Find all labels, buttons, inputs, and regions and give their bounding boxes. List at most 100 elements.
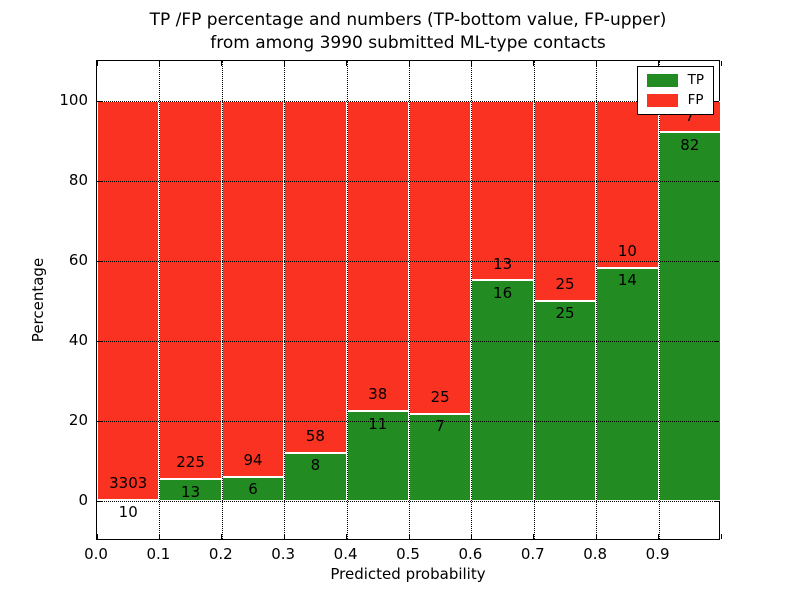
fp-count-label: 25	[430, 387, 450, 406]
x-tick-mark-top	[96, 61, 98, 66]
x-tick-mark-top	[158, 61, 160, 66]
x-tick-mark	[283, 534, 285, 539]
fp-count-label: 3303	[109, 473, 148, 492]
bar-segment-fp	[221, 101, 285, 477]
y-tick-mark-right	[714, 420, 719, 422]
x-tick-mark	[158, 534, 160, 539]
x-tick-mark	[221, 534, 223, 539]
v-gridline	[159, 61, 161, 539]
legend-label-tp: TP	[687, 72, 704, 88]
x-tick-mark	[470, 534, 472, 539]
y-tick-mark-right	[714, 500, 719, 502]
tp-count-label: 25	[555, 304, 575, 323]
fp-count-label: 10	[617, 241, 637, 260]
tp-count-label: 10	[118, 503, 138, 522]
h-gridline	[97, 101, 719, 102]
v-gridline	[221, 61, 223, 539]
bar-segment-fp	[284, 101, 347, 453]
x-tick-label: 0.0	[84, 545, 108, 563]
x-tick-mark-top	[221, 61, 223, 66]
tp-color-swatch	[646, 74, 678, 87]
fp-count-label: 25	[555, 275, 575, 294]
h-gridline	[97, 421, 719, 422]
x-tick-label: 0.1	[146, 545, 171, 563]
x-tick-label: 0.3	[271, 545, 296, 563]
x-tick-label: 0.5	[396, 545, 420, 563]
x-axis-label: Predicted probability	[330, 565, 486, 583]
x-tick-mark	[595, 534, 597, 539]
tp-count-label: 16	[493, 283, 513, 302]
fp-count-label: 94	[243, 451, 263, 470]
h-gridline	[97, 261, 719, 262]
v-gridline	[346, 61, 348, 539]
legend-item-tp: TP	[646, 72, 704, 88]
x-tick-mark-top	[658, 61, 660, 66]
y-axis-label: Percentage	[29, 257, 47, 343]
x-tick-label: 0.7	[520, 545, 545, 563]
legend-label-fp: FP	[687, 92, 704, 108]
y-tick-label: 0	[78, 491, 88, 509]
bar-segment-fp	[346, 101, 409, 412]
y-tick-label: 20	[68, 411, 88, 429]
tp-count-label: 6	[248, 480, 258, 499]
tp-count-label: 82	[680, 135, 700, 154]
bar-segment-fp	[533, 101, 597, 301]
x-tick-label: 0.9	[645, 545, 670, 563]
tp-count-label: 14	[617, 271, 637, 290]
chart-title-line2: from among 3990 submitted ML-type contac…	[210, 33, 606, 53]
bar-segment-tp	[471, 280, 534, 501]
chart-title-line1: TP /FP percentage and numbers (TP-bottom…	[149, 10, 667, 30]
x-tick-mark	[720, 534, 722, 539]
v-gridline	[284, 61, 286, 539]
bar-segment-fp	[97, 101, 160, 500]
bar-segment-fp	[409, 101, 472, 414]
bar-segment-tp	[596, 267, 659, 501]
x-tick-mark	[408, 534, 410, 539]
h-gridline	[97, 181, 719, 182]
tp-count-label: 11	[368, 414, 388, 433]
y-tick-mark	[97, 420, 102, 422]
y-tick-mark	[97, 180, 102, 182]
y-tick-mark	[97, 260, 102, 262]
x-tick-mark	[533, 534, 535, 539]
y-tick-label: 100	[59, 91, 88, 109]
x-tick-mark-top	[720, 61, 722, 66]
fp-count-label: 38	[368, 385, 388, 404]
x-tick-label: 0.6	[458, 545, 483, 563]
v-gridline	[596, 61, 598, 539]
y-tick-mark	[97, 100, 102, 102]
bar-segment-fp	[159, 101, 222, 480]
y-tick-mark-right	[714, 260, 719, 262]
fp-count-label: 7	[685, 106, 695, 125]
y-tick-label: 60	[68, 251, 88, 269]
x-tick-label: 0.8	[583, 545, 608, 563]
x-tick-mark-top	[595, 61, 597, 66]
x-tick-mark-top	[470, 61, 472, 66]
fp-count-label: 225	[176, 453, 205, 472]
chart-title: TP /FP percentage and numbers (TP-bottom…	[96, 9, 720, 55]
y-tick-mark	[97, 500, 102, 502]
tp-count-label: 13	[181, 482, 201, 501]
x-tick-mark	[96, 534, 98, 539]
tp-count-label: 8	[310, 455, 321, 474]
x-tick-mark-top	[408, 61, 410, 66]
v-gridline	[533, 61, 535, 539]
y-tick-label: 80	[68, 171, 88, 189]
y-tick-mark-right	[714, 100, 719, 102]
y-tick-mark	[97, 340, 102, 342]
x-tick-label: 0.4	[333, 545, 358, 563]
v-gridline	[658, 61, 660, 539]
bar-segment-tp	[221, 477, 285, 501]
x-tick-mark	[658, 534, 660, 539]
bar-segment-fp	[471, 101, 534, 281]
plot-area: TP FP 3303 10 225 13 94 6 58 8 38 11 25 7 13 16 25 25 10…	[96, 60, 722, 540]
x-tick-label: 0.2	[208, 545, 233, 563]
h-gridline	[97, 341, 719, 342]
y-tick-mark-right	[714, 340, 719, 342]
v-gridline	[409, 61, 410, 539]
fp-count-label: 58	[305, 426, 325, 445]
legend-item-fp: FP	[646, 92, 704, 108]
y-tick-label: 40	[68, 331, 88, 349]
v-gridline	[471, 61, 473, 539]
